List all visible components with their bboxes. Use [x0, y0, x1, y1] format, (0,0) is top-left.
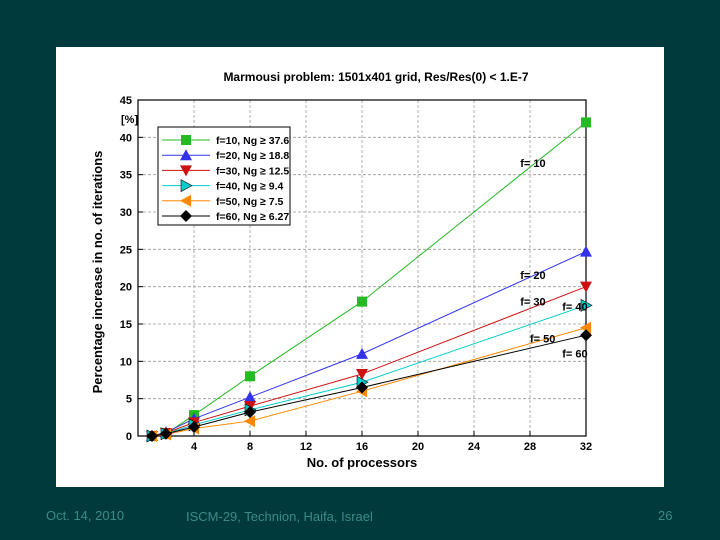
data-point [245, 371, 255, 382]
legend-label: f=60, Ng ≥ 6.27 [216, 211, 289, 223]
footer-date: Oct. 14, 2010 [46, 508, 125, 523]
legend-label: f=50, Ng ≥ 7.5 [216, 196, 283, 208]
series-line [151, 304, 587, 437]
y-tick-label: 0 [126, 431, 132, 443]
legend-label: f=40, Ng ≥ 9.4 [216, 181, 283, 193]
legend-marker [180, 149, 192, 161]
legend-item: f=20, Ng ≥ 18.8 [162, 149, 289, 162]
legend-item: f=60, Ng ≥ 6.27 [162, 210, 289, 223]
footer-page-number: 26 [658, 508, 673, 523]
chart-title: Marmousi problem: 1501x401 grid, Res/Res… [223, 70, 528, 84]
y-tick-label: 45 [120, 95, 132, 107]
legend-item: f=50, Ng ≥ 7.5 [162, 194, 283, 208]
legend-marker [180, 179, 193, 193]
x-tick-label: 32 [580, 441, 592, 453]
annotation-label: f= 30 [520, 296, 545, 308]
x-tick-label: 28 [524, 441, 536, 453]
data-point [580, 281, 592, 293]
legend-label: f=30, Ng ≥ 12.5 [216, 165, 289, 177]
data-point [580, 298, 593, 312]
annotation-label: f= 40 [562, 302, 587, 314]
legend-marker [180, 194, 191, 207]
data-point [581, 117, 591, 128]
annotation-label: f= 60 [562, 349, 587, 361]
data-point [356, 369, 368, 381]
data-point [160, 427, 172, 440]
data-point [188, 421, 200, 434]
legend-item: f=40, Ng ≥ 9.4 [162, 179, 283, 193]
annotation-label: f= 50 [530, 334, 555, 346]
series-6 [146, 329, 592, 442]
y-tick-label: 20 [120, 282, 132, 294]
y-tick-label: 10 [120, 356, 132, 368]
y-unit-label: [%] [121, 114, 138, 126]
y-tick-label: 35 [120, 170, 132, 182]
data-point [357, 296, 367, 307]
data-point [244, 415, 255, 428]
series-5 [146, 321, 591, 442]
y-tick-label: 30 [120, 207, 132, 219]
y-tick-label: 5 [126, 394, 132, 406]
x-tick-label: 20 [412, 441, 424, 453]
series-line [151, 327, 587, 437]
annotation-label: f= 20 [520, 270, 545, 282]
data-point [356, 381, 368, 394]
x-tick-label: 4 [191, 441, 198, 453]
footer-venue: ISCM-29, Technion, Haifa, Israel [186, 509, 373, 524]
legend-marker [181, 135, 191, 145]
chart-panel: Marmousi problem: 1501x401 grid, Res/Res… [56, 47, 664, 487]
data-point [356, 347, 368, 359]
x-axis-label: No. of processors [307, 455, 418, 470]
data-point [244, 406, 256, 419]
annotation-label: f= 10 [520, 158, 545, 170]
legend-marker [180, 210, 192, 222]
y-tick-label: 25 [120, 244, 132, 256]
data-point [580, 329, 592, 342]
legend-label: f=10, Ng ≥ 37.6 [216, 135, 289, 147]
chart: Marmousi problem: 1501x401 grid, Res/Res… [90, 70, 593, 470]
x-tick-label: 8 [247, 441, 253, 453]
x-tick-label: 24 [468, 441, 481, 453]
x-tick-label: 12 [300, 441, 312, 453]
legend-box [157, 126, 291, 226]
y-tick-label: 40 [120, 132, 132, 144]
legend-marker [180, 165, 192, 177]
data-point [580, 245, 592, 257]
x-tick-label: 16 [356, 441, 368, 453]
data-point [580, 321, 591, 334]
data-point [146, 430, 158, 442]
y-axis-label: Percentage increase in no. of iterations [90, 151, 105, 394]
legend-label: f=20, Ng ≥ 18.8 [216, 150, 289, 162]
legend-item: f=10, Ng ≥ 37.6 [162, 135, 289, 147]
legend-item: f=30, Ng ≥ 12.5 [162, 165, 289, 177]
y-tick-label: 15 [120, 319, 132, 331]
data-point [244, 391, 256, 403]
